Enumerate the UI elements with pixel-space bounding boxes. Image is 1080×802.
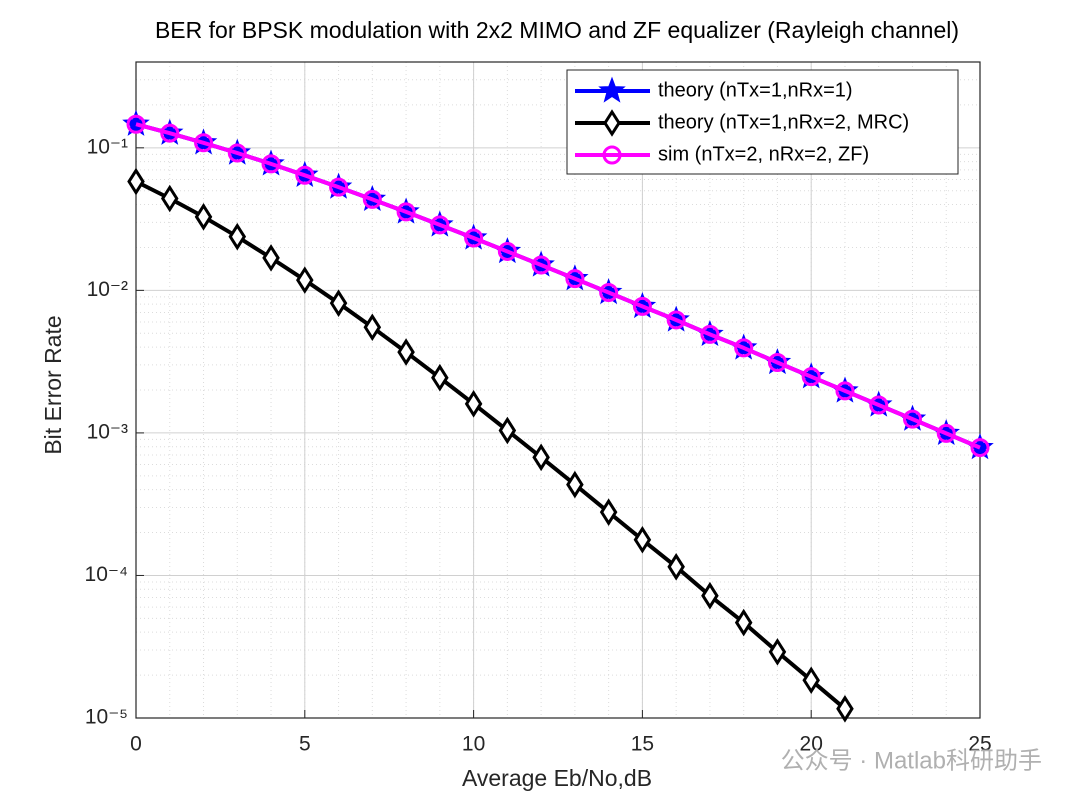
y-tick-label: 10⁻⁴ — [85, 563, 128, 586]
marker-diamond — [262, 244, 280, 272]
marker-star — [122, 109, 150, 136]
marker-circle — [362, 189, 382, 209]
marker-diamond — [633, 525, 652, 554]
marker-circle — [565, 269, 585, 289]
marker-circle — [194, 133, 214, 153]
marker-diamond — [329, 289, 348, 317]
y-tick-label: 10⁻¹ — [87, 135, 128, 158]
marker-circle — [902, 409, 922, 429]
marker-diamond — [464, 390, 483, 418]
marker-diamond — [836, 695, 854, 723]
legend-label: theory (nTx=1,nRx=1) — [658, 79, 853, 101]
y-tick-label: 10⁻³ — [87, 420, 128, 443]
marker-circle — [936, 423, 956, 443]
marker-diamond — [363, 313, 382, 342]
y-axis-label: Bit Error Rate — [40, 315, 66, 454]
plot-frame — [135, 61, 981, 719]
marker-diamond — [160, 184, 179, 213]
legend-marker — [598, 76, 626, 103]
marker-diamond — [127, 167, 145, 196]
marker-circle — [632, 296, 652, 316]
marker-diamond — [566, 470, 584, 499]
marker-diamond — [701, 581, 719, 610]
series-line — [135, 179, 847, 711]
legend-label: sim (nTx=2, nRx=2, ZF) — [658, 143, 869, 165]
marker-circle — [396, 202, 416, 222]
marker-diamond — [228, 222, 247, 251]
marker-diamond — [734, 608, 753, 637]
x-tick-label: 15 — [631, 733, 654, 756]
marker-circle — [227, 143, 247, 163]
marker-circle — [801, 367, 821, 387]
marker-circle — [329, 177, 349, 197]
watermark: 公众号 · Matlab科研助手 — [781, 747, 1042, 774]
marker-circle — [734, 338, 754, 358]
marker-diamond — [667, 553, 685, 581]
marker-circle — [430, 215, 450, 235]
legend-marker — [603, 109, 621, 137]
marker-diamond — [802, 666, 820, 695]
marker-circle — [700, 324, 720, 344]
x-axis-label: Average Eb/No,dB — [462, 765, 652, 791]
marker-circle — [970, 438, 990, 458]
marker-circle — [599, 283, 619, 303]
x-tick-label: 10 — [462, 733, 485, 756]
marker-circle — [295, 165, 315, 185]
chart-title: BER for BPSK modulation with 2x2 MIMO an… — [155, 17, 959, 43]
legend-label: theory (nTx=1,nRx=2, MRC) — [658, 111, 909, 133]
x-tick-label: 25 — [968, 733, 991, 756]
marker-diamond — [532, 443, 550, 472]
marker-circle — [160, 123, 180, 143]
marker-diamond — [431, 363, 449, 392]
marker-circle — [666, 310, 686, 330]
marker-diamond — [498, 416, 517, 445]
y-tick-label: 10⁻² — [87, 278, 128, 301]
y-tick-label: 10⁻⁵ — [85, 706, 128, 729]
x-tick-label: 0 — [130, 733, 142, 756]
marker-circle — [497, 241, 517, 261]
marker-circle — [464, 228, 484, 248]
marker-diamond — [599, 498, 618, 526]
marker-diamond — [194, 203, 213, 231]
marker-circle — [767, 352, 787, 372]
legend-marker — [602, 145, 622, 165]
marker-circle — [261, 154, 281, 174]
marker-circle — [835, 381, 855, 401]
marker-diamond — [296, 266, 314, 294]
x-tick-label: 20 — [800, 733, 823, 756]
marker-circle — [531, 255, 551, 275]
marker-diamond — [397, 338, 415, 366]
series-line — [135, 122, 981, 450]
marker-circle — [126, 114, 146, 134]
x-tick-label: 5 — [299, 733, 311, 756]
marker-circle — [869, 395, 889, 415]
marker-diamond — [768, 638, 787, 666]
